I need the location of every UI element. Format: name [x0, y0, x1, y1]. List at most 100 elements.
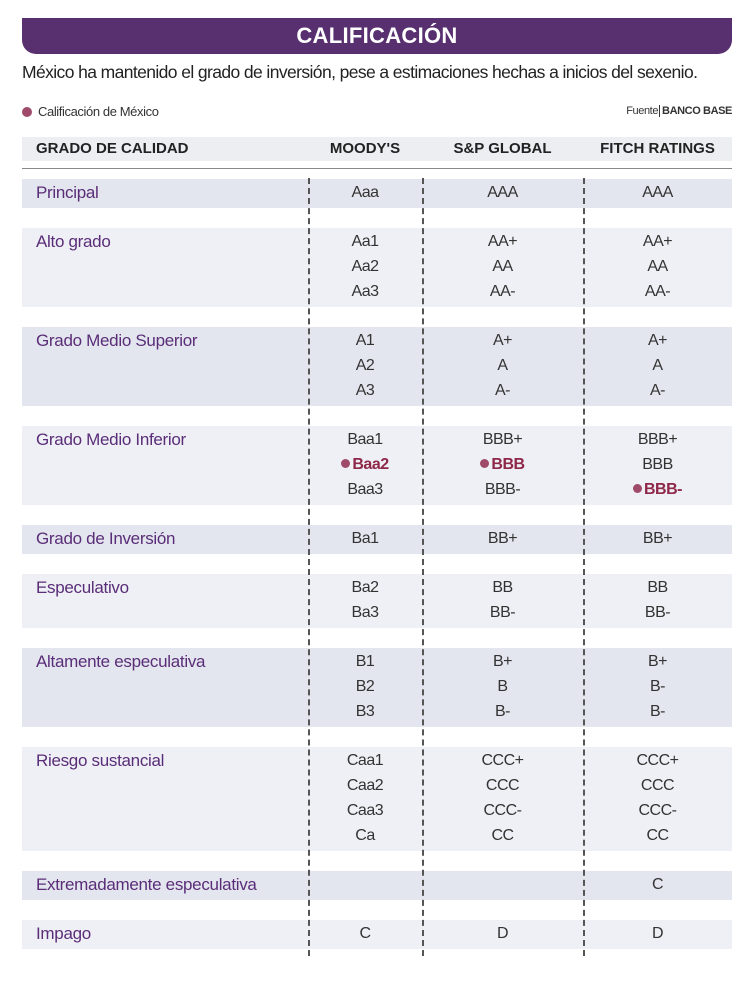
- rating: Aa3: [351, 283, 379, 300]
- rating: B-: [650, 703, 666, 720]
- rating: D: [651, 925, 664, 942]
- sp-cell: [422, 872, 583, 897]
- table-row: Grado Medio Inferior Baa1 Baa2 Baa3 BBB+ BBB B…: [22, 426, 732, 505]
- rating: BBB-: [484, 481, 521, 498]
- rating: A: [497, 357, 508, 374]
- rating: A-: [650, 382, 666, 399]
- moodys-cell: Ba1: [308, 526, 422, 551]
- moodys-cell: A1 A2 A3: [308, 328, 422, 403]
- rating: Ba2: [351, 579, 379, 596]
- rating: B2: [355, 678, 375, 695]
- rating: AA-: [644, 283, 671, 300]
- grade-label: Impago: [36, 924, 91, 943]
- source-prefix: Fuente: [626, 105, 659, 117]
- mexico-rating: Baa2: [308, 452, 422, 477]
- header-moodys: MOODY'S: [329, 140, 401, 157]
- table-row: Riesgo sustancial Caa1 Caa2 Caa3 Ca CCC+ CCC CC…: [22, 747, 732, 851]
- fitch-cell: C: [583, 872, 732, 897]
- rating: Caa2: [346, 777, 384, 794]
- rating: CC: [646, 827, 669, 844]
- rating: Baa1: [347, 431, 383, 448]
- sp-cell: BB BB-: [422, 575, 583, 625]
- rating: B1: [355, 653, 375, 670]
- fitch-cell: D: [583, 921, 732, 946]
- rating: BBB+: [482, 431, 523, 448]
- rating: CC: [491, 827, 514, 844]
- rating: A2: [355, 357, 375, 374]
- grade-label: Principal: [36, 183, 99, 202]
- table-row: Alto grado Aa1 Aa2 Aa3 AA+ AA AA- AA+ AA AA-: [22, 228, 732, 307]
- rating: BB+: [487, 530, 518, 547]
- table-row: Extremadamente especulativa C: [22, 871, 732, 900]
- table-row: Grado de Inversión Ba1 BB+ BB+: [22, 525, 732, 554]
- rating: A1: [355, 332, 375, 349]
- table-header: GRADO DE CALIDAD MOODY'S S&P GLOBAL FITC…: [22, 137, 732, 161]
- rating: C: [651, 876, 664, 893]
- rating: B+: [492, 653, 513, 670]
- rating: CCC: [485, 777, 520, 794]
- grade-label: Grado de Inversión: [36, 529, 176, 548]
- header-grade: GRADO DE CALIDAD: [36, 140, 189, 157]
- rating: AAA: [487, 184, 518, 201]
- rating: A+: [492, 332, 513, 349]
- header-fitch: FITCH RATINGS: [600, 140, 715, 157]
- grade-label: Grado Medio Superior: [36, 331, 198, 350]
- sp-cell: CCC+ CCC CCC- CC: [422, 748, 583, 848]
- rating: CCC+: [636, 752, 679, 769]
- rating: Caa3: [346, 802, 384, 819]
- sp-cell: BBB+ BBB BBB-: [422, 427, 583, 502]
- mexico-rating: BBB-: [583, 477, 732, 502]
- table-row: Altamente especulativa B1 B2 B3 B+ B B- B+ B- B-: [22, 648, 732, 727]
- ratings-table: Principal Aaa AAA AAA Alto grado Aa1 Aa2 Aa3 AA+…: [22, 179, 732, 949]
- rating: BBB: [642, 456, 673, 473]
- rating: AA+: [642, 233, 673, 250]
- table-row: Grado Medio Superior A1 A2 A3 A+ A A- A+ A A-: [22, 327, 732, 406]
- moodys-cell: Caa1 Caa2 Caa3 Ca: [308, 748, 422, 848]
- rating: BB+: [642, 530, 673, 547]
- mexico-rating: BBB: [422, 452, 583, 477]
- rating: BBB+: [637, 431, 678, 448]
- legend: Calificación de México: [22, 104, 159, 119]
- rating: C: [359, 925, 371, 942]
- grade-label: Extremadamente especulativa: [36, 875, 257, 894]
- grade-label: Grado Medio Inferior: [36, 430, 186, 449]
- rating: CCC-: [483, 802, 523, 819]
- rating: A3: [355, 382, 375, 399]
- rating: A+: [647, 332, 668, 349]
- table-row: Impago C D D: [22, 920, 732, 949]
- rating: AA-: [489, 283, 516, 300]
- table-row: Especulativo Ba2 Ba3 BB BB- BB BB-: [22, 574, 732, 628]
- rating: AA: [492, 258, 513, 275]
- rating: AAA: [642, 184, 673, 201]
- sp-cell: AA+ AA AA-: [422, 229, 583, 304]
- fitch-cell: B+ B- B-: [583, 649, 732, 724]
- grade-label: Alto grado: [36, 232, 111, 251]
- rating: CCC: [640, 777, 675, 794]
- rating: Aaa: [351, 184, 379, 201]
- rating: A-: [495, 382, 511, 399]
- grade-label: Especulativo: [36, 578, 129, 597]
- header-divider: [22, 168, 732, 169]
- sp-cell: A+ A A-: [422, 328, 583, 403]
- rating: Ca: [355, 827, 375, 844]
- moodys-cell: C: [308, 921, 422, 946]
- header-sp: S&P GLOBAL: [453, 140, 552, 157]
- sp-cell: B+ B B-: [422, 649, 583, 724]
- rating: BB: [647, 579, 668, 596]
- moodys-cell: Ba2 Ba3: [308, 575, 422, 625]
- rating: AA+: [487, 233, 518, 250]
- rating: CCC+: [481, 752, 524, 769]
- moodys-cell: [308, 872, 422, 897]
- grade-label: Altamente especulativa: [36, 652, 206, 671]
- rating: B3: [355, 703, 375, 720]
- moodys-cell: B1 B2 B3: [308, 649, 422, 724]
- rating: B: [497, 678, 508, 695]
- rating: BB: [492, 579, 513, 596]
- rating: D: [496, 925, 509, 942]
- rating: BB-: [489, 604, 516, 621]
- source-name: BANCO BASE: [659, 105, 732, 117]
- table-row: Principal Aaa AAA AAA: [22, 179, 732, 208]
- rating: B-: [650, 678, 666, 695]
- fitch-cell: BB BB-: [583, 575, 732, 625]
- legend-label: Calificación de México: [38, 104, 159, 119]
